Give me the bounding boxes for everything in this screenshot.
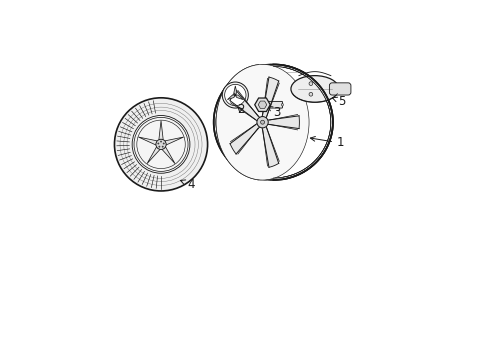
Polygon shape xyxy=(159,121,163,140)
Ellipse shape xyxy=(261,120,265,124)
Ellipse shape xyxy=(163,143,164,144)
FancyBboxPatch shape xyxy=(329,83,351,95)
Ellipse shape xyxy=(115,98,208,191)
Polygon shape xyxy=(262,126,279,167)
Ellipse shape xyxy=(162,146,163,147)
Polygon shape xyxy=(227,95,235,100)
Polygon shape xyxy=(258,101,267,108)
FancyBboxPatch shape xyxy=(262,102,282,108)
Polygon shape xyxy=(235,95,243,100)
Ellipse shape xyxy=(156,139,166,149)
Polygon shape xyxy=(139,137,157,145)
Text: 5: 5 xyxy=(332,95,346,108)
Polygon shape xyxy=(230,123,260,154)
Ellipse shape xyxy=(309,82,313,85)
Ellipse shape xyxy=(134,117,188,171)
Ellipse shape xyxy=(309,93,313,96)
Polygon shape xyxy=(234,86,237,95)
Ellipse shape xyxy=(282,103,283,106)
Polygon shape xyxy=(255,98,270,112)
Polygon shape xyxy=(230,90,260,121)
Text: 4: 4 xyxy=(180,178,195,191)
Ellipse shape xyxy=(216,64,309,180)
Ellipse shape xyxy=(132,116,190,173)
Polygon shape xyxy=(162,147,175,163)
Ellipse shape xyxy=(224,84,246,106)
Polygon shape xyxy=(268,116,299,129)
Ellipse shape xyxy=(160,141,162,142)
Ellipse shape xyxy=(291,76,339,102)
Ellipse shape xyxy=(257,117,268,128)
Text: 3: 3 xyxy=(268,106,281,119)
Ellipse shape xyxy=(222,82,248,108)
Polygon shape xyxy=(147,147,160,163)
Polygon shape xyxy=(165,137,184,145)
Polygon shape xyxy=(262,77,279,118)
Ellipse shape xyxy=(158,143,159,144)
Ellipse shape xyxy=(159,146,160,147)
Text: 1: 1 xyxy=(310,136,344,149)
Text: 2: 2 xyxy=(237,103,244,116)
